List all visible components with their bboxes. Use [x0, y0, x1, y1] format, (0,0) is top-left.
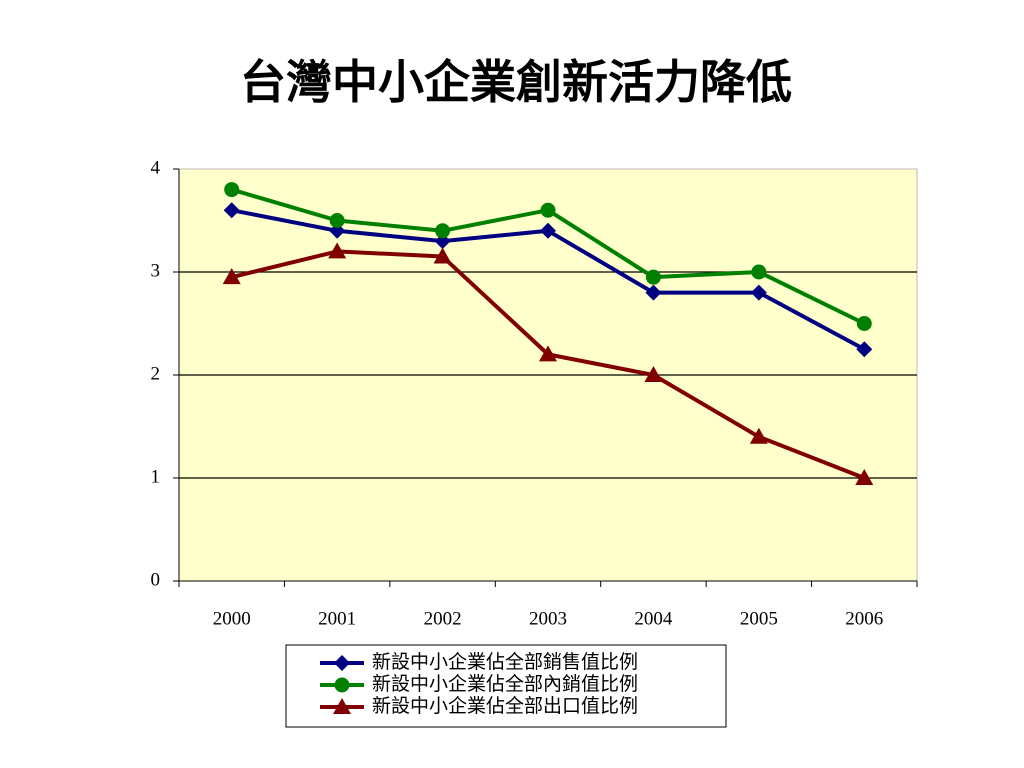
data-point: [856, 341, 873, 358]
y-tick-label: 0: [151, 569, 161, 590]
chart-title: 台灣中小企業創新活力降低: [240, 55, 792, 109]
y-tick-label: 3: [151, 260, 161, 281]
data-point: [540, 202, 556, 218]
data-point: [540, 222, 556, 239]
data-point: [433, 247, 452, 264]
data-point: [751, 264, 767, 280]
x-tick-label: 2004: [634, 608, 673, 629]
legend-marker: [334, 655, 350, 671]
y-tick-label: 2: [151, 363, 161, 384]
data-point: [855, 469, 874, 485]
x-tick-label: 2006: [845, 608, 883, 629]
x-tick-label: 2000: [213, 608, 251, 629]
x-tick-label: 2005: [740, 608, 778, 629]
data-point: [856, 316, 872, 331]
data-point: [539, 345, 557, 362]
data-point: [750, 284, 767, 301]
x-tick-label: 2003: [529, 608, 567, 629]
y-tick-label: 1: [151, 466, 161, 487]
data-point: [645, 284, 662, 301]
data-point: [749, 427, 768, 444]
legend-label: 新設中小企業佔全部內銷值比例: [372, 673, 638, 695]
data-point: [222, 268, 241, 285]
data-point: [329, 213, 345, 228]
data-point: [223, 202, 240, 219]
data-point: [328, 242, 347, 259]
legend-marker: [333, 698, 351, 714]
data-point: [224, 182, 240, 198]
legend-marker: [334, 677, 350, 693]
data-point: [644, 366, 663, 382]
legend-label: 新設中小企業佔全部出口值比例: [372, 695, 638, 717]
data-point: [645, 269, 661, 285]
x-tick-label: 2002: [424, 608, 462, 629]
y-tick-label: 4: [151, 157, 161, 178]
legend-label: 新設中小企業佔全部銷售值比例: [372, 651, 638, 673]
x-tick-label: 2001: [318, 608, 356, 629]
data-point: [435, 223, 451, 239]
